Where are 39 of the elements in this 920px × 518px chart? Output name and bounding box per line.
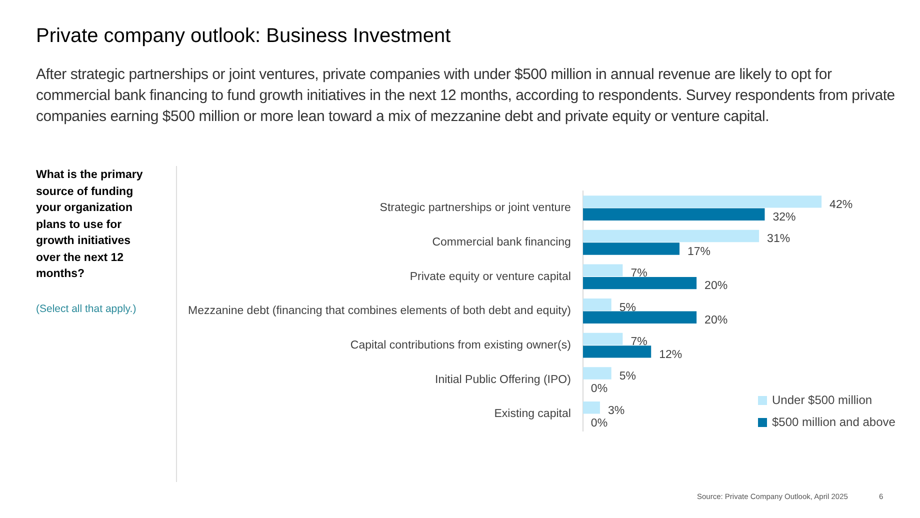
data-label: 3%	[608, 404, 625, 417]
data-label: 0%	[590, 417, 608, 430]
data-label: 12%	[659, 348, 682, 361]
y-tick-label: Existing capital	[494, 408, 571, 420]
legend-label: Under $500 million	[772, 393, 872, 408]
data-label: 0%	[590, 383, 608, 396]
y-tick-label: Strategic partnerships or joint venture	[380, 202, 571, 214]
chart-subtitle: After strategic partnerships or joint ventures, private companies with under $500 million in annual revenue are likely to opt for commercial bank financing to fund growth initiatives in the next 12 months, according to respondents. Survey respondents from private companies earning $500 million or more lean toward a mix of mezzanine debt and private equity or venture capital.	[36, 65, 896, 127]
bar	[582, 346, 652, 358]
text: What is the primary source of funding your organization plans to use for growth initiatives over the next 12 months?	[36, 168, 144, 282]
legend-label: $500 million and above	[772, 415, 896, 430]
bar	[582, 332, 623, 346]
y-tick-label: Initial Public Offering (IPO)	[434, 374, 572, 386]
bar	[582, 264, 623, 276]
bar	[582, 402, 600, 414]
data-label: 5%	[619, 370, 636, 382]
data-label: 7%	[630, 336, 648, 348]
bar	[582, 298, 612, 311]
y-tick-label: Mezzanine debt (financing that combines elements of both debt and equity)	[188, 305, 572, 318]
data-label: 17%	[688, 246, 711, 258]
y-tick-label: Capital contributions from existing owner(s)	[350, 339, 572, 352]
y-tick-label: Commercial bank financing	[432, 236, 571, 249]
data-label: 31%	[767, 233, 790, 246]
text: Private company outlook: Business Investment	[36, 25, 451, 48]
bar	[582, 311, 697, 324]
data-label: 20%	[704, 314, 728, 327]
bar	[582, 208, 765, 220]
data-label: 32%	[772, 212, 796, 224]
bar	[582, 242, 680, 255]
data-label: 5%	[619, 302, 636, 314]
data-label: 20%	[704, 280, 728, 292]
data-label: 7%	[630, 268, 648, 280]
bar	[582, 276, 697, 290]
data-label: 42%	[830, 198, 853, 211]
text: (Select all that apply.)	[36, 303, 136, 315]
bar	[582, 196, 822, 208]
bar	[582, 367, 612, 380]
bar	[582, 230, 760, 242]
y-tick-label: Private equity or venture capital	[410, 270, 571, 283]
